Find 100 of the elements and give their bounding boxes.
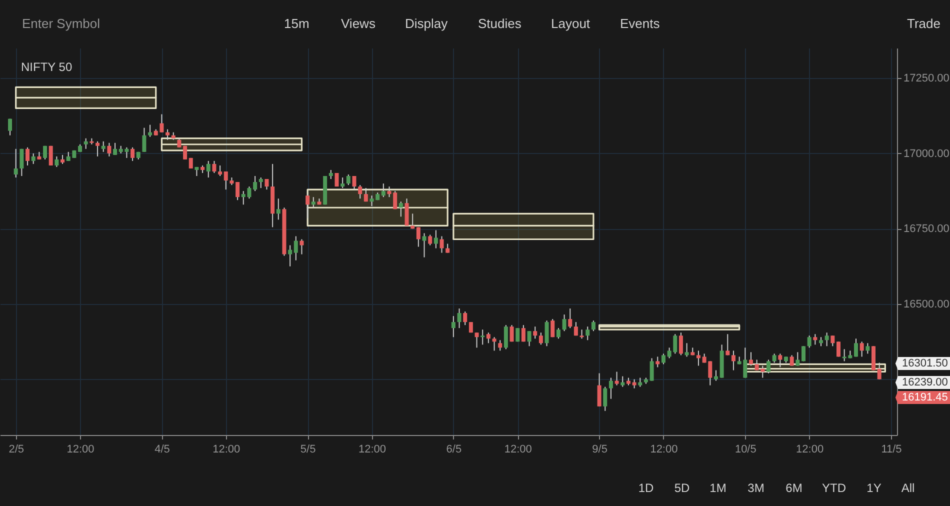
candlestick (446, 243, 450, 254)
x-tick-label: 12:00 (358, 444, 386, 456)
candlestick (766, 359, 770, 374)
candlestick (166, 128, 170, 140)
candlestick (253, 175, 258, 192)
candlestick (107, 142, 112, 157)
y-tick-label: 16500.00 (904, 298, 950, 310)
candlestick (113, 142, 118, 156)
candlestick (696, 350, 700, 366)
candlestick (714, 370, 718, 382)
candlestick (486, 332, 490, 344)
candlestick (866, 342, 870, 354)
text: 16239.00 (902, 376, 948, 388)
candlestick (544, 320, 549, 347)
candlestick (130, 146, 135, 162)
candlestick (614, 371, 619, 386)
candlestick (824, 332, 829, 347)
candlestick (206, 160, 210, 178)
candlestick (854, 338, 858, 358)
candlestick (778, 353, 782, 368)
candlestick (451, 316, 456, 338)
candlestick (516, 328, 520, 342)
candlestick (650, 358, 654, 382)
candlestick (60, 154, 65, 164)
candlestick (31, 152, 36, 164)
candlestick (142, 127, 146, 152)
x-tick-label: 11/5 (881, 444, 902, 456)
candlestick (632, 378, 636, 389)
candlestick (586, 326, 590, 341)
candlestick (556, 328, 560, 340)
candlestick (813, 334, 818, 346)
text: Views (341, 16, 376, 31)
candlestick (84, 138, 88, 150)
text: 16191.45 (902, 392, 948, 404)
candlestick (731, 350, 736, 371)
candlestick (352, 175, 356, 190)
text: Layout (551, 16, 590, 31)
x-tick-label: 5/5 (300, 444, 316, 456)
x-tick-label: 10/5 (734, 444, 756, 456)
candlestick (54, 156, 59, 168)
candlestick (288, 244, 292, 267)
candlestick (416, 226, 420, 248)
candlestick (101, 140, 106, 152)
candlestick (258, 177, 263, 189)
text: 5D (674, 481, 690, 495)
y-tick-label: 17250.00 (904, 72, 950, 85)
candlestick (457, 308, 462, 329)
candlestick (538, 332, 543, 346)
text: 15m (284, 16, 310, 31)
x-tick-label: 12:00 (212, 444, 240, 456)
text: 1D (638, 481, 654, 495)
text: NIFTY 50 (21, 60, 72, 74)
candlestick (510, 324, 514, 342)
candlestick (661, 353, 666, 365)
candlestick (638, 377, 642, 388)
text: Display (405, 16, 448, 31)
candlestick (608, 377, 613, 400)
candlestick (474, 332, 479, 348)
candlestick (440, 236, 444, 254)
candlestick (276, 198, 280, 220)
text: Trade (907, 16, 940, 31)
candlestick (726, 334, 730, 356)
candlestick (860, 341, 864, 358)
candlestick (818, 336, 823, 347)
candlestick (434, 230, 438, 249)
candlestick (346, 174, 350, 186)
candlestick (504, 324, 508, 350)
candlestick (20, 148, 24, 176)
candlestick (562, 314, 566, 332)
candlestick (43, 145, 48, 160)
candlestick (26, 146, 30, 166)
candlestick (748, 352, 753, 366)
candlestick (212, 160, 216, 174)
candlestick (527, 330, 532, 347)
candlestick (597, 372, 602, 407)
candlestick (480, 329, 485, 346)
x-tick-label: 6/5 (446, 444, 462, 456)
candlestick (678, 332, 683, 356)
candlestick (148, 124, 152, 138)
candlestick (14, 148, 18, 178)
text: 6M (786, 481, 802, 495)
candlestick (684, 342, 689, 358)
candlestick (224, 170, 228, 190)
candlestick (801, 346, 806, 362)
candlestick (492, 336, 496, 352)
candlestick (877, 362, 882, 380)
candlestick (498, 340, 502, 352)
text: 1Y (866, 481, 882, 495)
candlestick (772, 353, 776, 364)
candlestick (568, 308, 572, 329)
candlestick (264, 178, 269, 190)
x-tick-label: 12:00 (504, 444, 532, 456)
text: Enter Symbol (22, 16, 100, 31)
x-tick-label: 4/5 (154, 444, 170, 456)
candlestick (796, 352, 800, 366)
candlestick (521, 324, 526, 342)
candlestick (328, 169, 333, 180)
candlestick (340, 177, 345, 189)
x-tick-label: 2/5 (8, 444, 24, 456)
candlestick (591, 320, 596, 332)
